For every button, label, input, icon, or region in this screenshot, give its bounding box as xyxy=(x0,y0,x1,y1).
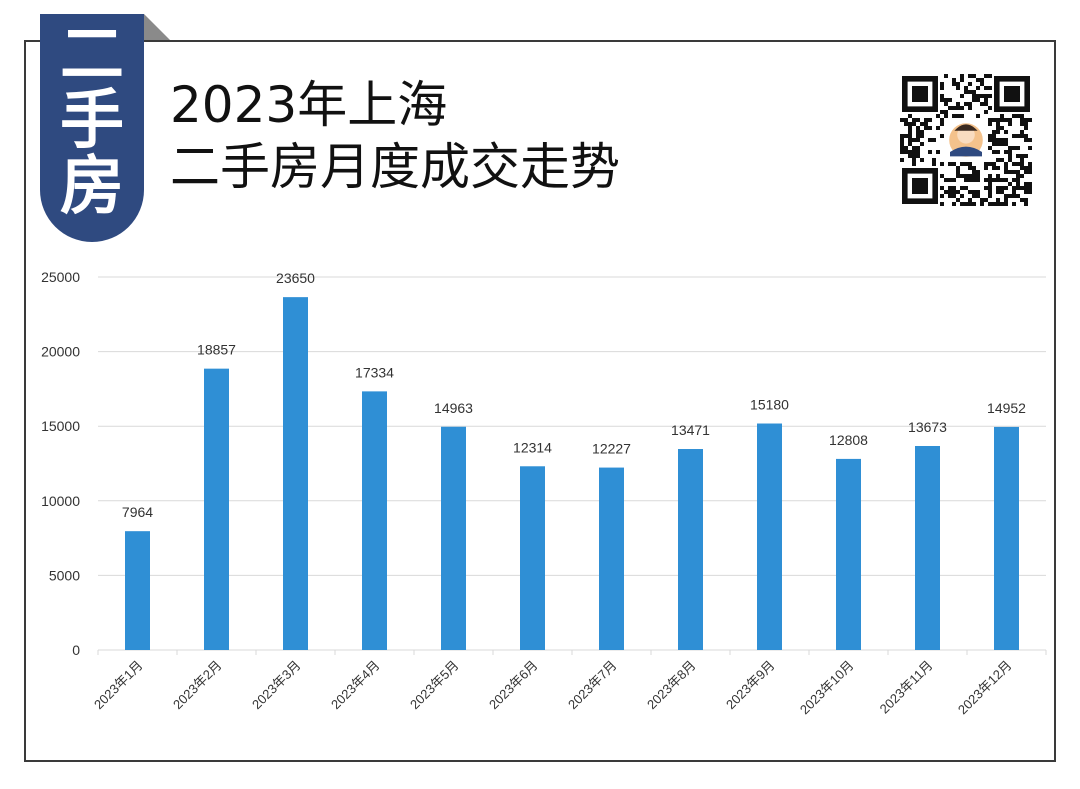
bar xyxy=(836,458,861,650)
bar xyxy=(520,466,545,650)
qr-code-icon xyxy=(900,74,1032,206)
data-label: 12314 xyxy=(513,439,552,455)
bar xyxy=(678,449,703,650)
x-tick-label: 2023年6月 xyxy=(486,658,541,713)
y-tick-label: 15000 xyxy=(41,418,80,434)
data-label: 7964 xyxy=(122,504,153,520)
x-tick-label: 2023年10月 xyxy=(797,658,857,718)
x-tick-label: 2023年5月 xyxy=(407,658,462,713)
bar xyxy=(362,391,387,650)
x-tick-label: 2023年2月 xyxy=(170,658,225,713)
x-tick-label: 2023年8月 xyxy=(644,658,699,713)
bar xyxy=(757,423,782,650)
badge-char-1: 二 xyxy=(60,18,124,92)
badge-text: 二 手 房 xyxy=(40,22,144,220)
y-tick-label: 25000 xyxy=(41,269,80,285)
y-tick-label: 20000 xyxy=(41,344,80,360)
data-label: 15180 xyxy=(750,397,789,413)
y-tick-label: 5000 xyxy=(49,567,80,583)
data-label: 13673 xyxy=(908,419,947,435)
data-label: 14963 xyxy=(434,400,473,416)
data-label: 23650 xyxy=(276,270,315,286)
tab-fold-corner xyxy=(144,14,170,40)
bar xyxy=(994,426,1019,650)
y-tick-label: 0 xyxy=(72,642,80,658)
data-label: 18857 xyxy=(197,342,236,358)
title-line-2: 二手房月度成交走势 xyxy=(170,138,620,196)
bar xyxy=(915,445,940,650)
data-label: 17334 xyxy=(355,364,394,380)
x-tick-label: 2023年9月 xyxy=(723,658,778,713)
bar xyxy=(599,467,624,650)
x-tick-label: 2023年7月 xyxy=(565,658,620,713)
badge-tab: 二 手 房 xyxy=(40,14,144,242)
y-tick-label: 10000 xyxy=(41,493,80,509)
badge-char-2: 手 xyxy=(60,84,124,158)
data-label: 14952 xyxy=(987,400,1026,416)
page-title: 2023年上海 二手房月度成交走势 xyxy=(170,74,620,198)
data-label: 12227 xyxy=(592,441,631,457)
bar xyxy=(441,426,466,650)
badge-char-3: 房 xyxy=(60,150,124,224)
data-label: 13471 xyxy=(671,422,710,438)
x-tick-label: 2023年12月 xyxy=(955,658,1015,718)
bar xyxy=(204,368,229,650)
bar xyxy=(283,297,308,650)
x-tick-label: 2023年11月 xyxy=(877,658,936,717)
bar xyxy=(125,531,150,650)
title-line-1: 2023年上海 xyxy=(170,76,448,134)
x-tick-label: 2023年1月 xyxy=(91,658,146,713)
x-tick-label: 2023年3月 xyxy=(249,658,304,713)
x-tick-label: 2023年4月 xyxy=(328,658,383,713)
data-label: 12808 xyxy=(829,432,868,448)
